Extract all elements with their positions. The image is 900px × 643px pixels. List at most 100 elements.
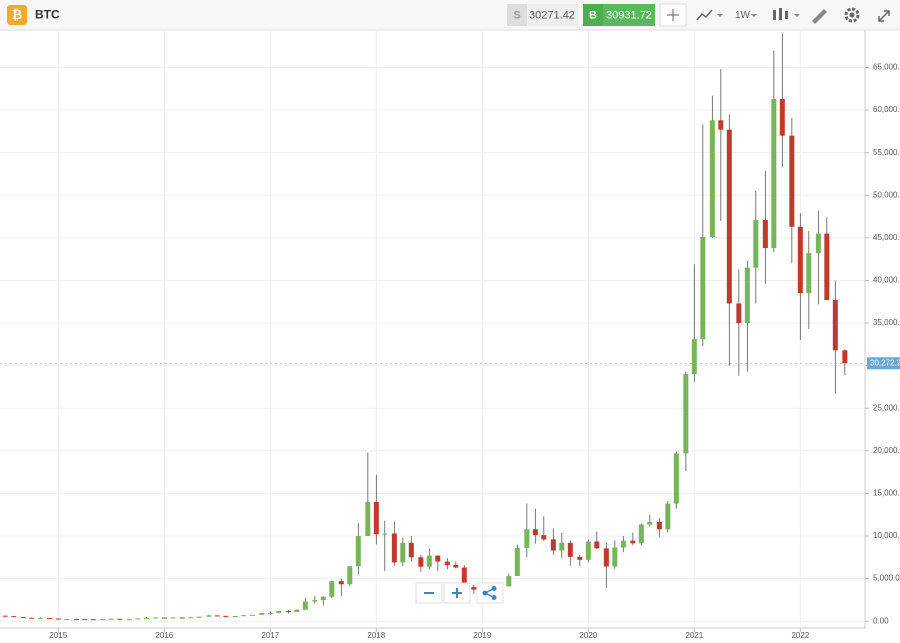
candle-body (815, 233, 821, 254)
candle-body (196, 616, 202, 618)
icon (844, 7, 860, 23)
candle-body (709, 120, 715, 237)
candle-body (312, 600, 318, 602)
x-tick-label: 2015 (49, 631, 67, 640)
candle-body (249, 614, 255, 616)
symbol-icon-glyph: ₿ (12, 7, 23, 22)
icon (491, 586, 497, 591)
share-button[interactable] (476, 582, 504, 604)
candle-body (506, 576, 512, 587)
candle-body (232, 616, 238, 618)
candle-body (170, 617, 176, 619)
y-tick-label: 40,000.00 (873, 276, 900, 285)
candle-body (347, 566, 353, 585)
candle-body (471, 587, 477, 590)
candle-body (700, 237, 706, 340)
candle-body (37, 617, 43, 619)
candle-body (373, 501, 379, 535)
chart-type-button[interactable] (696, 9, 723, 21)
candle-body (797, 226, 803, 294)
candle-body (408, 542, 414, 558)
x-tick-label: 2018 (367, 631, 385, 640)
candle-body (382, 533, 388, 535)
buy-box (583, 4, 603, 26)
candle-body (418, 557, 424, 567)
icon (849, 12, 855, 18)
candle-body (567, 542, 573, 557)
zoom-controls (415, 582, 504, 604)
candle-body (153, 617, 159, 619)
crosshair-button[interactable] (659, 3, 687, 27)
buy-button[interactable]: B 30931.72 (583, 4, 655, 26)
y-tick-label: 35,000.00 (873, 318, 900, 327)
toolbar (0, 0, 900, 30)
draw-button[interactable] (812, 9, 827, 24)
candle-body (355, 536, 361, 567)
candle-body (188, 617, 194, 619)
candle-body (771, 99, 777, 249)
candle-body (179, 617, 185, 619)
icon (779, 8, 782, 20)
candle-body (73, 619, 79, 621)
candle-body (11, 616, 17, 618)
candle-body (241, 615, 247, 617)
x-tick-label: 2020 (579, 631, 597, 640)
candle-body (832, 300, 838, 351)
icon (785, 11, 788, 19)
sell-box (507, 4, 527, 26)
icon (878, 10, 890, 22)
candle-body (329, 581, 335, 597)
icon (812, 9, 827, 24)
y-tick-label: 60,000.00 (873, 105, 900, 114)
y-tick-label: 15,000.00 (873, 489, 900, 498)
dropdown-arrow (751, 14, 757, 17)
candle-body (683, 374, 689, 454)
candle-body (444, 561, 450, 565)
y-tick-label: 55,000.00 (873, 148, 900, 157)
candle-body (143, 617, 149, 619)
candle-body (461, 567, 467, 588)
candle-body (82, 619, 88, 621)
candle-body (665, 503, 671, 530)
candle-body (117, 618, 123, 620)
candle-body (126, 619, 132, 621)
candle-body (789, 135, 795, 227)
candle-body (90, 619, 96, 621)
candle-body (718, 120, 724, 130)
last-price-label: 30,272.21 (870, 358, 900, 367)
candle-body (514, 547, 520, 577)
candle-body (259, 612, 265, 615)
x-tick-label: 2016 (155, 631, 173, 640)
timeframe-button[interactable]: 1W (735, 10, 757, 21)
candle-body (524, 529, 530, 548)
icon (696, 9, 713, 21)
candle-body (29, 617, 35, 619)
candle-body (267, 612, 273, 614)
icon (482, 590, 488, 596)
candle-body (206, 615, 212, 617)
buy-price: 30931.72 (606, 9, 652, 21)
settings-button[interactable] (844, 7, 860, 23)
candle-body (541, 535, 547, 540)
candle-body (577, 556, 583, 560)
candle-body (2, 615, 8, 617)
candle-body (594, 541, 600, 549)
symbol: BTC (35, 8, 60, 22)
candle-body (214, 615, 220, 617)
y-tick-label: 25,000.00 (873, 403, 900, 412)
candle-body (550, 539, 556, 551)
candle-type-button[interactable] (773, 8, 800, 20)
candle-body (824, 233, 830, 301)
candle-body (673, 453, 679, 504)
x-tick-label: 2019 (473, 631, 491, 640)
fullscreen-button[interactable] (878, 10, 890, 22)
sell-button[interactable]: S 30271.42 (507, 4, 578, 26)
candle-body (302, 601, 308, 610)
candle-body (753, 219, 759, 268)
candle-body (285, 611, 291, 613)
candle-body (726, 129, 732, 304)
candle-body (426, 555, 432, 567)
candle-body (620, 540, 626, 548)
candle-body (338, 581, 344, 585)
